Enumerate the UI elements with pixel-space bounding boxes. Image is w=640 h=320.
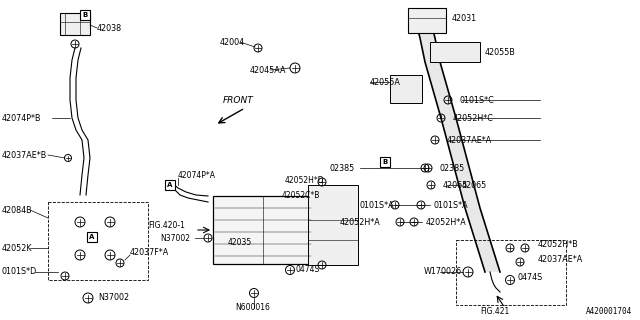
Text: 42065: 42065	[462, 180, 487, 189]
Text: A: A	[90, 234, 95, 240]
Text: 42038: 42038	[97, 23, 122, 33]
Text: 42074P*B: 42074P*B	[2, 114, 42, 123]
Text: 42037F*A: 42037F*A	[130, 247, 169, 257]
Text: 42052C*B: 42052C*B	[282, 190, 321, 199]
FancyBboxPatch shape	[430, 42, 480, 62]
Text: 02385: 02385	[440, 164, 465, 172]
Text: 02385: 02385	[330, 164, 355, 172]
Text: 42065: 42065	[443, 180, 468, 189]
Text: 0101S*D: 0101S*D	[2, 268, 37, 276]
Text: 42055B: 42055B	[485, 47, 516, 57]
Text: 0474S: 0474S	[518, 274, 543, 283]
FancyBboxPatch shape	[308, 185, 358, 265]
Polygon shape	[415, 18, 500, 272]
Text: 42037AE*A: 42037AE*A	[447, 135, 492, 145]
Text: 0101S*A: 0101S*A	[360, 201, 395, 210]
Text: FIG.421: FIG.421	[480, 308, 509, 316]
FancyBboxPatch shape	[390, 75, 422, 103]
FancyBboxPatch shape	[380, 157, 390, 167]
FancyBboxPatch shape	[87, 232, 97, 242]
Text: 0101S*A: 0101S*A	[433, 201, 468, 210]
Text: 0474S: 0474S	[296, 266, 320, 275]
FancyBboxPatch shape	[80, 10, 90, 20]
Text: N600016: N600016	[235, 303, 270, 313]
Text: B: B	[382, 159, 388, 165]
Text: 42074P*A: 42074P*A	[178, 171, 216, 180]
Text: N37002: N37002	[98, 293, 129, 302]
Text: 0101S*C: 0101S*C	[460, 95, 495, 105]
FancyBboxPatch shape	[213, 196, 313, 264]
Text: A: A	[167, 182, 173, 188]
Text: 42031: 42031	[452, 13, 477, 22]
Text: 42052K: 42052K	[2, 244, 33, 252]
FancyBboxPatch shape	[60, 13, 90, 35]
Text: 42052H*C: 42052H*C	[453, 114, 494, 123]
Text: 42037AE*B: 42037AE*B	[2, 150, 47, 159]
FancyBboxPatch shape	[165, 180, 175, 190]
Text: A420001704: A420001704	[586, 307, 632, 316]
Text: 42035: 42035	[228, 237, 252, 246]
FancyBboxPatch shape	[408, 8, 446, 33]
Text: 42052H*A: 42052H*A	[426, 218, 467, 227]
Text: 42045AA: 42045AA	[250, 66, 287, 75]
Text: FRONT: FRONT	[223, 96, 253, 105]
Text: 42004: 42004	[220, 37, 245, 46]
Text: W170026: W170026	[424, 268, 462, 276]
Text: 42037AE*A: 42037AE*A	[538, 255, 583, 265]
Text: 42052H*B: 42052H*B	[538, 239, 579, 249]
Text: B: B	[83, 12, 88, 18]
Text: 42052H*D: 42052H*D	[285, 175, 324, 185]
Text: 42052H*A: 42052H*A	[340, 218, 381, 227]
Text: 42055A: 42055A	[370, 77, 401, 86]
Text: 42084B: 42084B	[2, 205, 33, 214]
Text: N37002: N37002	[160, 234, 190, 243]
Text: FIG.420-1: FIG.420-1	[148, 220, 185, 229]
